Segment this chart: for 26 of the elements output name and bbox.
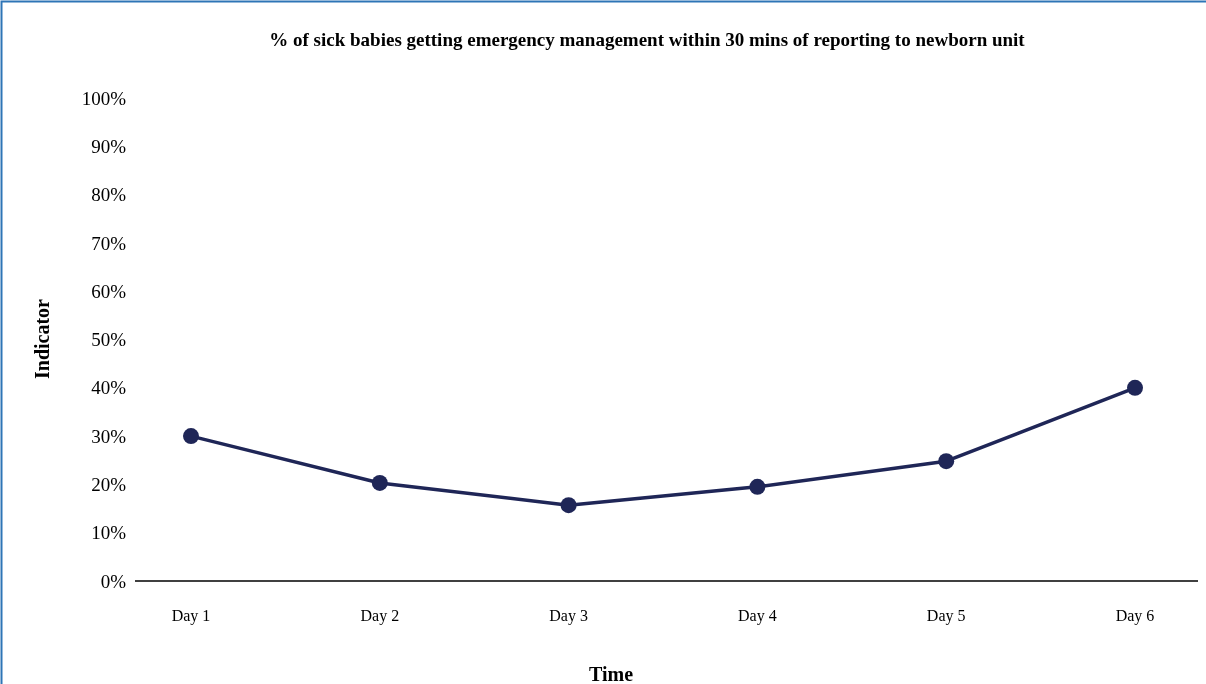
point <box>1127 379 1143 396</box>
y-tick-label: 90% <box>91 135 127 157</box>
y-tick-label: 70% <box>91 232 127 254</box>
y-tick-label: 30% <box>91 425 127 447</box>
x-tick-label: Day 3 <box>549 607 588 625</box>
x-tick-label: Day 5 <box>926 607 966 625</box>
x-tick-label: Day 6 <box>1115 607 1155 625</box>
y-tick-label: 10% <box>91 522 127 544</box>
point <box>183 428 199 445</box>
y-tick-label: 20% <box>91 474 127 496</box>
point <box>938 453 955 470</box>
chart-title: % of sick babies getting emergency management within 30 mins of reporting to newborn unit <box>269 29 1026 50</box>
x-tick-label: Day 2 <box>360 607 400 625</box>
x-tick-label: Day 1 <box>171 607 211 625</box>
point <box>749 478 766 495</box>
y-tick-label: 100% <box>81 87 127 109</box>
point <box>560 497 577 514</box>
y-tick-label: 80% <box>91 184 127 206</box>
y-tick-label: 60% <box>91 280 127 302</box>
point <box>371 474 388 491</box>
y-tick-label: 40% <box>91 377 127 399</box>
x-axis-title: Time <box>588 663 634 684</box>
y-axis-title: Indicator <box>31 298 53 379</box>
y-tick-label: 50% <box>91 329 127 351</box>
y-tick-label: 0% <box>100 570 127 592</box>
x-tick-label: Day 4 <box>738 607 777 625</box>
